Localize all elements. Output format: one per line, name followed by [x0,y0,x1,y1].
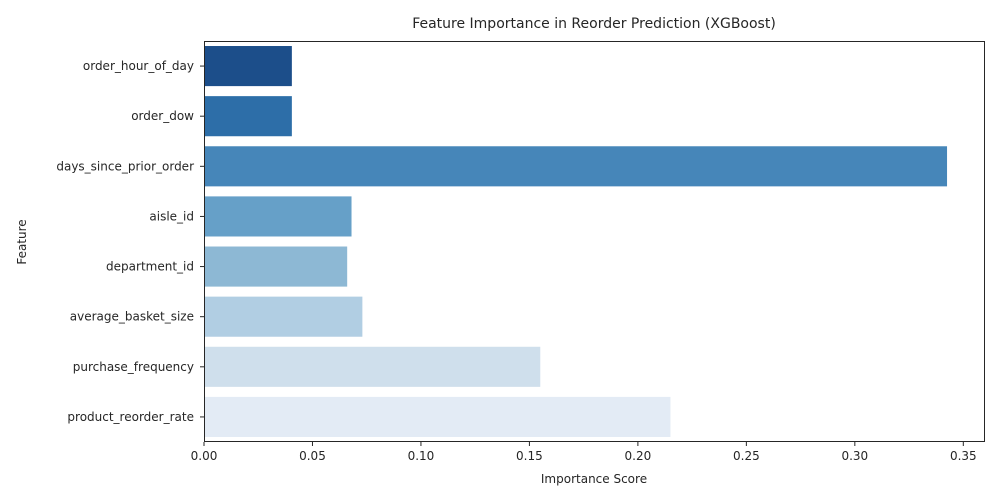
x-tick-label: 0.15 [516,449,543,463]
y-tick-label: average_basket_size [70,310,194,324]
y-tick-label: purchase_frequency [73,360,194,374]
bar-order-hour-of-day [204,46,292,87]
bar-aisle-id [204,196,352,237]
y-tick-labels: order_hour_of_day order_dow days_since_pri… [56,59,204,424]
y-tick-label: product_reorder_rate [67,410,194,424]
y-tick-label: aisle_id [149,209,194,223]
x-axis-title: Importance Score [541,472,647,486]
y-tick-label: days_since_prior_order [56,159,194,173]
y-axis-title: Feature [15,219,29,264]
chart-title: Feature Importance in Reorder Prediction… [412,16,776,32]
x-tick-label: 0.00 [191,449,218,463]
y-tick-label: department_id [106,260,194,274]
x-tick-label: 0.10 [408,449,435,463]
x-tick-label: 0.25 [733,449,760,463]
plot-frame [204,41,985,442]
bar-days-since-prior-order [204,146,948,187]
x-tick-label: 0.20 [625,449,652,463]
x-tick-label: 0.35 [950,449,977,463]
y-tick-label: order_dow [131,109,194,123]
y-tick-label: order_hour_of_day [83,59,194,73]
x-tick-label: 0.30 [841,449,868,463]
bar-average-basket-size [204,296,363,337]
x-axis-ticks: 0.00 0.05 0.10 0.15 0.20 0.25 0.30 0.35 [191,442,977,463]
x-tick-label: 0.05 [299,449,326,463]
bar-product-reorder-rate [204,396,671,437]
bar-order-dow [204,96,292,137]
bars-group [204,46,948,437]
bar-department-id [204,246,348,287]
bar-purchase-frequency [204,346,541,387]
